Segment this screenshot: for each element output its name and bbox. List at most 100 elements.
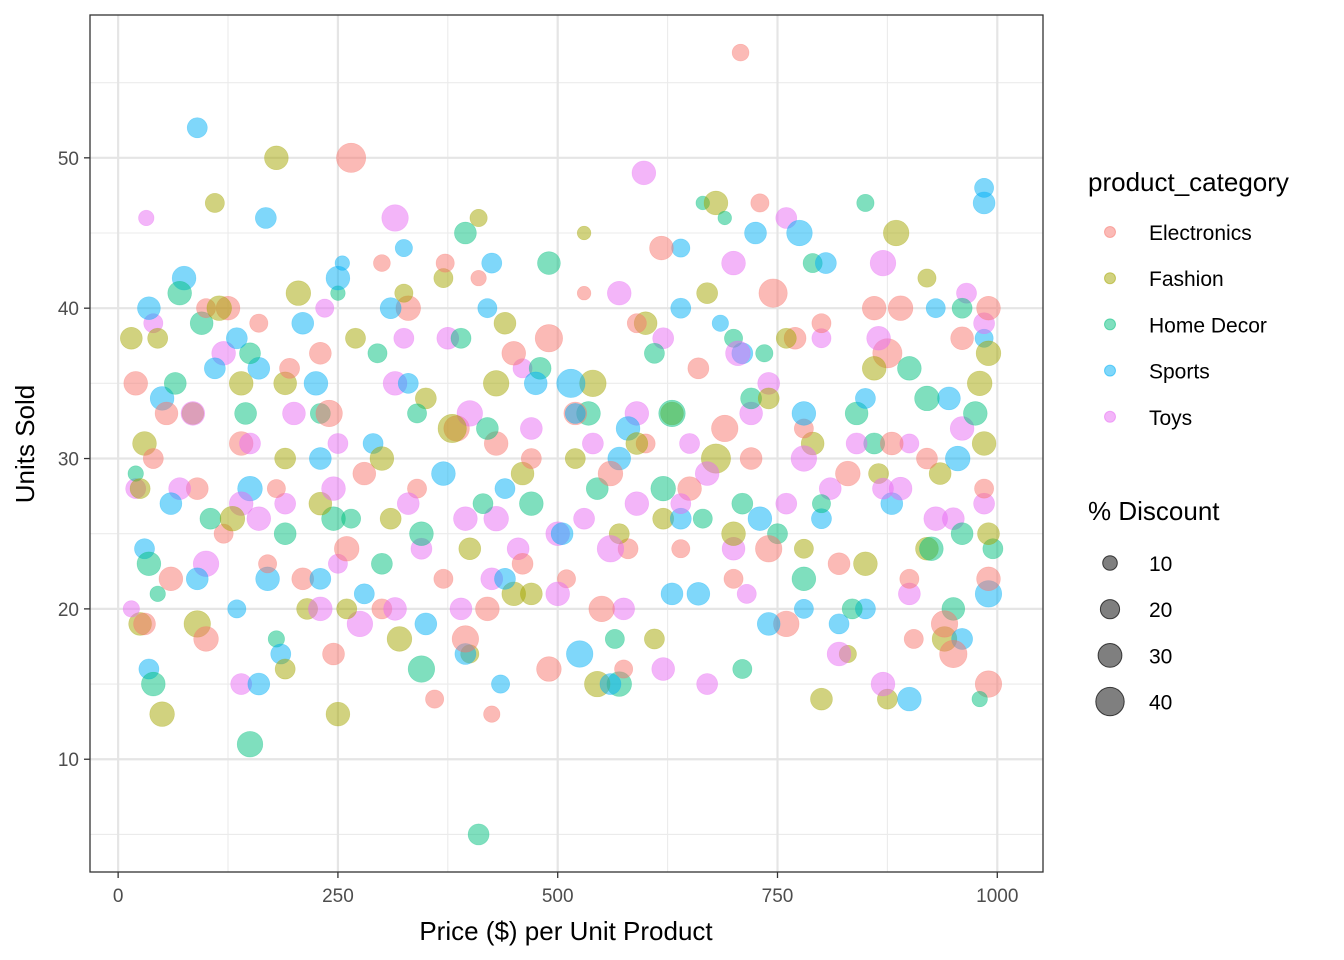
point-sports-21 — [925, 298, 946, 319]
point-electronics-37 — [520, 448, 542, 469]
point-fashion-41 — [129, 478, 151, 499]
y-tick-label-1: 20 — [58, 600, 79, 621]
point-fashion-42 — [219, 506, 246, 532]
point-home-decor-37 — [519, 491, 544, 516]
point-home-decor-31 — [199, 507, 222, 530]
point-sports-11 — [291, 311, 315, 335]
y-tick-label-3: 40 — [58, 299, 79, 320]
x-tick-label-1: 250 — [322, 886, 354, 907]
point-fashion-66 — [325, 701, 351, 727]
point-sports-68 — [227, 599, 247, 619]
point-toys-14 — [725, 340, 751, 366]
point-sports-19 — [786, 219, 813, 247]
point-sports-37 — [309, 447, 332, 470]
point-electronics-25 — [887, 295, 914, 321]
point-fashion-1 — [204, 193, 225, 213]
y-axis-title: Units Sold — [10, 385, 40, 504]
point-toys-65 — [870, 671, 896, 697]
point-electronics-76 — [425, 689, 445, 709]
point-home-decor-17 — [951, 297, 973, 319]
point-sports-55 — [566, 640, 594, 668]
point-toys-31 — [790, 445, 817, 472]
point-sports-57 — [660, 582, 684, 606]
point-electronics-11 — [435, 253, 455, 273]
point-sports-32 — [791, 401, 817, 426]
point-sports-0 — [186, 117, 208, 139]
point-fashion-8 — [285, 280, 312, 306]
x-axis-title: Price ($) per Unit Product — [419, 916, 713, 946]
point-home-decor-0 — [454, 221, 477, 245]
point-home-decor-49 — [236, 731, 264, 758]
point-electronics-42 — [711, 414, 739, 443]
point-sports-20 — [815, 252, 837, 274]
point-electronics-48 — [974, 478, 994, 499]
point-fashion-61 — [644, 628, 665, 650]
color-legend-entries: Electronics Fashion Home Decor Sports Toys — [1104, 222, 1267, 430]
point-sports-17 — [711, 314, 729, 332]
legend-label-home-decor: Home Decor — [1149, 314, 1267, 337]
point-toys-9 — [393, 327, 415, 349]
size-label-10: 10 — [1149, 553, 1172, 576]
point-electronics-1 — [731, 43, 750, 62]
point-fashion-65 — [149, 701, 175, 727]
point-electronics-53 — [334, 536, 360, 562]
point-toys-61 — [651, 657, 675, 681]
point-electronics-79 — [133, 612, 156, 636]
point-sports-44 — [747, 506, 773, 531]
point-fashion-43 — [308, 491, 333, 516]
point-fashion-25 — [757, 387, 780, 410]
point-electronics-8 — [309, 342, 332, 365]
point-toys-64 — [826, 641, 852, 667]
point-electronics-67 — [930, 610, 959, 638]
point-home-decor-23 — [476, 417, 499, 440]
point-sports-18 — [744, 221, 767, 245]
point-sports-53 — [414, 612, 438, 636]
point-fashion-16 — [975, 340, 1002, 366]
legend-label-electronics: Electronics — [1149, 222, 1252, 245]
point-fashion-14 — [775, 327, 797, 349]
point-sports-34 — [937, 386, 961, 411]
point-fashion-22 — [483, 370, 510, 397]
point-electronics-49 — [158, 566, 184, 592]
point-fashion-50 — [793, 538, 814, 559]
point-toys-73 — [483, 506, 509, 532]
point-fashion-13 — [696, 282, 718, 304]
x-tick-label-4: 1000 — [976, 886, 1018, 907]
point-electronics-19 — [750, 193, 770, 213]
point-sports-64 — [247, 672, 271, 696]
point-electronics-33 — [352, 461, 377, 486]
point-home-decor-10 — [450, 327, 472, 349]
point-home-decor-19 — [163, 372, 187, 395]
point-sports-35 — [159, 492, 183, 515]
point-electronics-71 — [451, 625, 479, 653]
point-fashion-0 — [264, 145, 289, 171]
point-home-decor-54 — [971, 691, 988, 708]
point-toys-63 — [736, 583, 757, 604]
point-sports-26 — [303, 371, 329, 396]
point-electronics-51 — [258, 554, 278, 574]
point-electronics-32 — [315, 399, 343, 428]
x-axis: 0 250 500 750 1000 — [113, 872, 1018, 907]
point-fashion-59 — [520, 582, 543, 606]
point-electronics-13 — [501, 341, 526, 366]
point-electronics-22 — [811, 313, 832, 334]
point-toys-62 — [696, 673, 718, 695]
point-electronics-43 — [739, 447, 763, 470]
point-electronics-16 — [626, 313, 647, 334]
point-toys-1 — [138, 209, 155, 227]
point-fashion-17 — [147, 327, 169, 349]
point-home-decor-16 — [897, 356, 922, 381]
point-toys-38 — [274, 492, 296, 515]
point-electronics-63 — [755, 535, 783, 563]
point-electronics-14 — [534, 324, 563, 353]
point-electronics-55 — [433, 568, 454, 589]
point-electronics-6 — [249, 313, 269, 333]
point-sports-58 — [686, 582, 711, 606]
point-electronics-56 — [475, 596, 500, 622]
point-sports-4 — [481, 252, 503, 274]
point-electronics-3 — [154, 401, 179, 426]
point-electronics-46 — [880, 431, 904, 456]
point-toys-41 — [453, 506, 478, 531]
x-tick-label-3: 750 — [762, 886, 794, 907]
point-electronics-2 — [123, 371, 148, 396]
